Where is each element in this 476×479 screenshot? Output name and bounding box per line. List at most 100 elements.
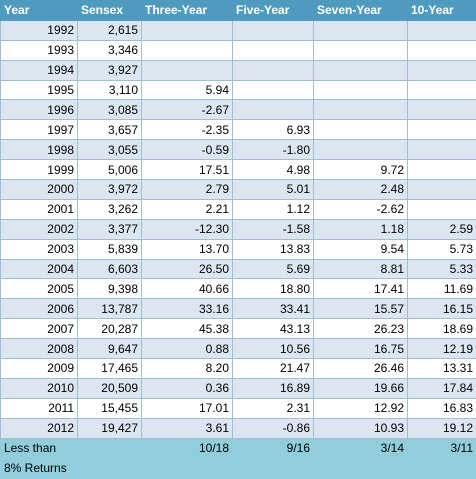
table-row: 2009 17,465 8.20 21.47 26.46 13.31 [0, 358, 476, 379]
header-row: Year Sensex Three-Year Five-Year Seven-Y… [0, 0, 476, 21]
cell-year: 1994 [0, 59, 78, 81]
cell-seven-year [313, 99, 408, 121]
cell-seven-year: 26.46 [313, 358, 408, 379]
cell-year: 2011 [0, 397, 78, 419]
cell-sensex: 20,509 [77, 377, 142, 399]
cell-seven-year [313, 79, 408, 101]
cell-ten-year [407, 179, 476, 200]
table-row: 2002 3,377 -12.30 -1.58 1.18 2.59 [0, 218, 476, 240]
footer-row: Less than 8% Returns 10/18 9/16 3/14 3/1… [0, 437, 476, 479]
cell-seven-year: 26.23 [313, 318, 408, 340]
cell-five-year: -1.80 [232, 139, 314, 161]
cell-year: 2009 [0, 358, 78, 379]
cell-three-year: 40.66 [141, 278, 233, 300]
cell-seven-year [313, 139, 408, 161]
cell-three-year: 2.79 [141, 179, 233, 200]
cell-seven-year [313, 119, 408, 141]
cell-five-year: 10.56 [232, 338, 314, 360]
cell-sensex: 3,377 [77, 218, 142, 240]
cell-three-year: -2.35 [141, 119, 233, 141]
cell-sensex: 13,787 [77, 298, 142, 320]
cell-sensex: 3,346 [77, 39, 142, 61]
table-row: 1996 3,085 -2.67 [0, 99, 476, 121]
cell-three-year: 2.21 [141, 198, 233, 220]
cell-seven-year: 12.92 [313, 397, 408, 419]
cell-seven-year: 9.54 [313, 238, 408, 260]
table-row: 1992 2,615 [0, 19, 476, 41]
cell-year: 2005 [0, 278, 78, 300]
cell-ten-year: 2.59 [407, 218, 476, 240]
cell-sensex: 15,455 [77, 397, 142, 419]
footer-spacer [313, 457, 408, 479]
cell-year: 2010 [0, 377, 78, 399]
cell-seven-year [313, 19, 408, 41]
cell-year: 1999 [0, 159, 78, 181]
header-sensex: Sensex [77, 0, 142, 21]
table-row: 2007 20,287 45.38 43.13 26.23 18.69 [0, 318, 476, 340]
table-row: 2001 3,262 2.21 1.12 -2.62 [0, 198, 476, 220]
footer-spacer [407, 457, 476, 479]
cell-year: 2002 [0, 218, 78, 240]
cell-ten-year: 5.33 [407, 258, 476, 280]
cell-sensex: 3,657 [77, 119, 142, 141]
cell-ten-year: 19.12 [407, 417, 476, 439]
cell-year: 2006 [0, 298, 78, 320]
cell-ten-year: 12.19 [407, 338, 476, 360]
table-row: 2011 15,455 17.01 2.31 12.92 16.83 [0, 397, 476, 419]
cell-year: 2003 [0, 238, 78, 260]
cell-ten-year [407, 159, 476, 181]
cell-five-year: -1.58 [232, 218, 314, 240]
table-row: 2003 5,839 13.70 13.83 9.54 5.73 [0, 238, 476, 260]
cell-year: 1996 [0, 99, 78, 121]
cell-year: 2004 [0, 258, 78, 280]
cell-ten-year [407, 99, 476, 121]
cell-five-year: 5.69 [232, 258, 314, 280]
cell-three-year: 0.88 [141, 338, 233, 360]
cell-three-year: -2.67 [141, 99, 233, 121]
cell-seven-year: 9.72 [313, 159, 408, 181]
cell-year: 1995 [0, 79, 78, 101]
cell-year: 2007 [0, 318, 78, 340]
cell-five-year [232, 79, 314, 101]
cell-year: 1993 [0, 39, 78, 61]
cell-year: 2000 [0, 179, 78, 200]
cell-sensex: 3,055 [77, 139, 142, 161]
table-row: 1997 3,657 -2.35 6.93 [0, 119, 476, 141]
cell-sensex: 3,110 [77, 79, 142, 101]
cell-ten-year: 18.69 [407, 318, 476, 340]
cell-sensex: 17,465 [77, 358, 142, 379]
cell-seven-year [313, 39, 408, 61]
cell-seven-year: 17.41 [313, 278, 408, 300]
cell-three-year [141, 59, 233, 81]
cell-five-year: 43.13 [232, 318, 314, 340]
table-row: 2004 6,603 26.50 5.69 8.81 5.33 [0, 258, 476, 280]
cell-sensex: 3,085 [77, 99, 142, 121]
footer-cell-five-year: 9/16 [232, 437, 314, 460]
cell-three-year: 26.50 [141, 258, 233, 280]
cell-five-year [232, 99, 314, 121]
cell-year: 2008 [0, 338, 78, 360]
cell-sensex: 20,287 [77, 318, 142, 340]
cell-seven-year [313, 59, 408, 81]
footer-label-line2: 8% Returns [4, 460, 67, 475]
cell-seven-year: 19.66 [313, 377, 408, 399]
cell-sensex: 2,615 [77, 19, 142, 41]
cell-year: 1997 [0, 119, 78, 141]
footer-cell-sensex [77, 437, 142, 479]
cell-five-year: 2.31 [232, 397, 314, 419]
cell-five-year: -0.86 [232, 417, 314, 439]
header-five-year: Five-Year [232, 0, 314, 21]
footer-cell-seven-year: 3/14 [313, 437, 408, 460]
cell-three-year [141, 19, 233, 41]
cell-ten-year [407, 119, 476, 141]
cell-ten-year: 11.69 [407, 278, 476, 300]
cell-five-year: 6.93 [232, 119, 314, 141]
table-row: 2006 13,787 33.16 33.41 15.57 16.15 [0, 298, 476, 320]
cell-seven-year: -2.62 [313, 198, 408, 220]
cell-five-year [232, 19, 314, 41]
cell-sensex: 3,972 [77, 179, 142, 200]
cell-seven-year: 8.81 [313, 258, 408, 280]
cell-seven-year: 1.18 [313, 218, 408, 240]
cell-five-year: 16.89 [232, 377, 314, 399]
cell-sensex: 6,603 [77, 258, 142, 280]
